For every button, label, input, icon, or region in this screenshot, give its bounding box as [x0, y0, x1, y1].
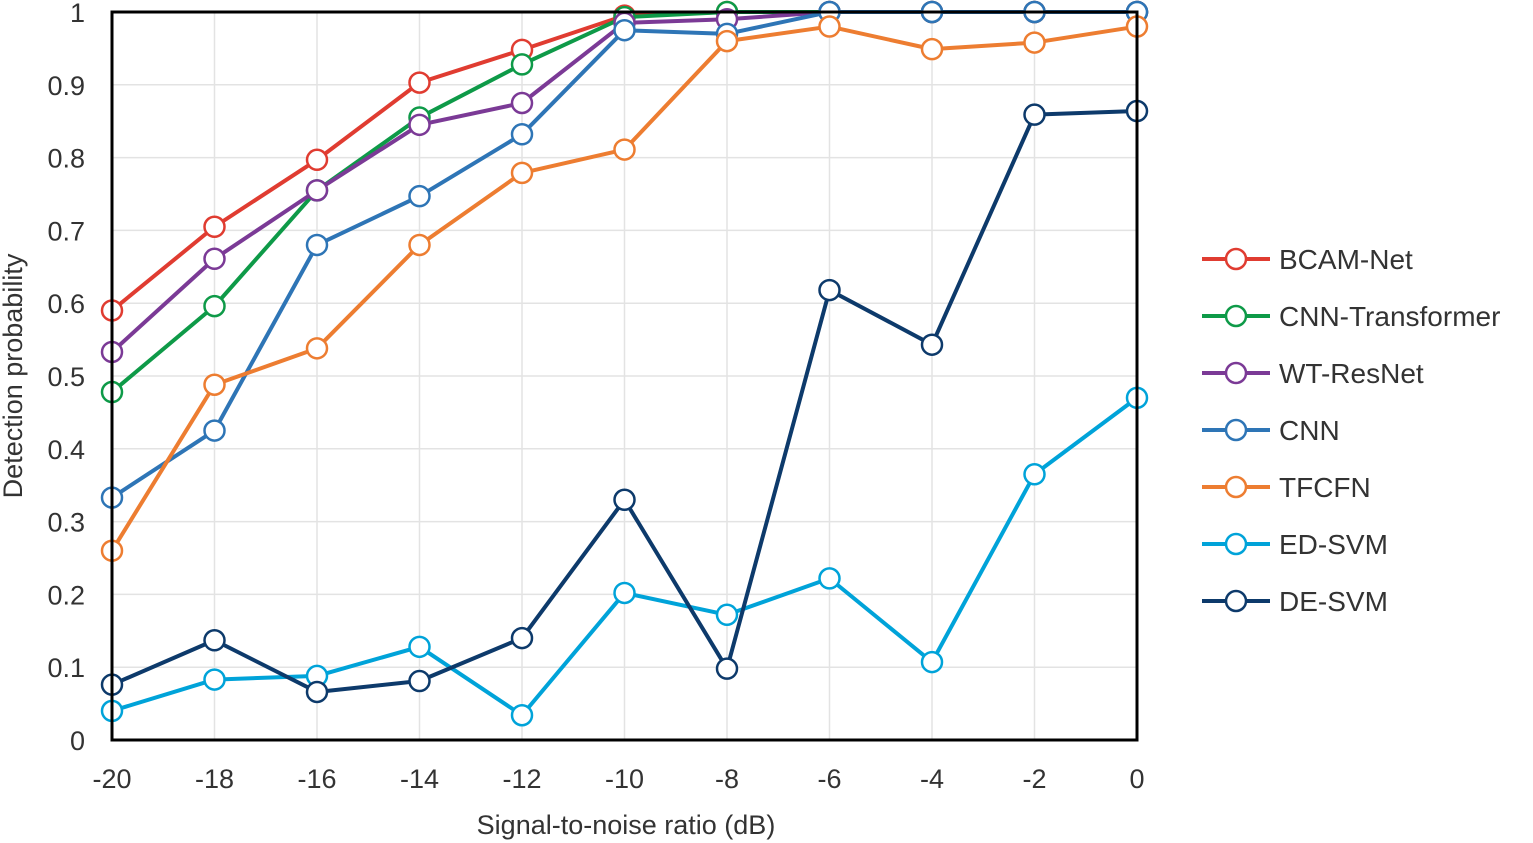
legend-marker: [1224, 304, 1248, 328]
data-point: [1023, 103, 1046, 126]
data-point: [408, 113, 431, 137]
y-tick-label: 0.1: [47, 653, 85, 683]
y-tick-label: 0.8: [47, 144, 85, 174]
y-tick-label: 0.4: [47, 435, 85, 465]
data-point: [715, 29, 739, 53]
data-point: [920, 37, 944, 61]
data-point: [408, 233, 431, 257]
data-point: [408, 635, 431, 659]
data-point: [715, 657, 739, 680]
legend-label: DE-SVM: [1279, 586, 1388, 617]
y-axis-ticks: 0 0.1 0.2 0.3 0.4 0.5 0.6 0.7 0.8 0.9 1: [47, 0, 85, 756]
data-point: [203, 668, 226, 691]
legend-marker: [1224, 247, 1248, 271]
legend-label: BCAM-Net: [1279, 244, 1413, 275]
y-tick-label: 0.5: [47, 362, 85, 392]
legend: BCAM-Net CNN-Transformer WT-ResNet CNN TFCFN…: [1202, 244, 1500, 617]
x-tick-label: -4: [920, 764, 944, 794]
data-point: [715, 603, 739, 627]
legend-item: WT-ResNet: [1202, 358, 1424, 389]
legend-item: BCAM-Net: [1202, 244, 1413, 275]
series-ed-svm: [100, 386, 1149, 727]
gridlines: [111, 11, 1138, 741]
legend-label: CNN-Transformer: [1279, 301, 1500, 332]
data-point: [818, 278, 841, 302]
data-point: [203, 294, 226, 318]
legend-marker: [1224, 532, 1248, 556]
x-tick-label: -18: [195, 764, 234, 794]
legend-item: CNN: [1202, 415, 1340, 446]
data-point: [818, 567, 841, 590]
legend-label: CNN: [1279, 415, 1340, 446]
data-point: [305, 233, 329, 257]
x-tick-label: -14: [400, 764, 439, 794]
data-point: [203, 629, 226, 652]
legend-marker: [1224, 589, 1248, 613]
x-tick-label: -8: [715, 764, 739, 794]
data-point: [1023, 31, 1046, 54]
data-point: [408, 71, 431, 94]
data-point: [305, 179, 329, 202]
data-point: [920, 650, 944, 674]
legend-label: TFCFN: [1279, 472, 1371, 503]
data-point: [510, 703, 534, 727]
data-point: [818, 15, 841, 38]
x-tick-label: -6: [817, 764, 841, 794]
data-point: [613, 488, 636, 512]
data-point: [613, 18, 636, 42]
x-tick-label: -12: [502, 764, 541, 794]
data-point: [305, 148, 329, 172]
x-axis-ticks: -20 -18 -16 -14 -12 -10 -8 -6 -4 -2 0: [92, 764, 1144, 794]
y-axis-title: Detection probability: [0, 253, 28, 498]
x-tick-label: -16: [297, 764, 336, 794]
legend-label: WT-ResNet: [1279, 358, 1424, 389]
x-tick-label: -20: [92, 764, 131, 794]
data-point: [408, 669, 431, 693]
data-point: [1023, 463, 1046, 486]
y-tick-label: 0.6: [47, 289, 85, 319]
legend-item: TFCFN: [1202, 472, 1371, 503]
x-tick-label: -10: [605, 764, 644, 794]
x-tick-label: -2: [1022, 764, 1046, 794]
data-point: [408, 184, 431, 208]
data-point: [203, 247, 226, 271]
data-point: [510, 626, 534, 650]
legend-item: DE-SVM: [1202, 586, 1388, 617]
series-de-svm: [100, 99, 1149, 704]
plot-frame: [110, 10, 1139, 742]
legend-label: ED-SVM: [1279, 529, 1388, 560]
data-point: [920, 333, 944, 356]
legend-item: ED-SVM: [1202, 529, 1388, 560]
data-point: [613, 138, 636, 161]
y-tick-label: 0.7: [47, 216, 85, 246]
data-point: [510, 53, 534, 76]
data-point: [510, 123, 534, 146]
data-point: [203, 373, 226, 396]
data-point: [305, 337, 329, 360]
legend-item: CNN-Transformer: [1202, 301, 1500, 332]
legend-marker: [1224, 475, 1248, 499]
legend-marker: [1224, 361, 1248, 385]
x-tick-label: 0: [1129, 764, 1144, 794]
legend-marker: [1224, 418, 1248, 442]
y-tick-label: 0.3: [47, 508, 85, 538]
y-tick-label: 1: [70, 0, 85, 28]
data-point: [203, 215, 226, 239]
data-point: [203, 419, 226, 442]
data-point: [510, 91, 534, 115]
y-tick-label: 0.2: [47, 580, 85, 610]
x-axis-title: Signal-to-noise ratio (dB): [477, 810, 776, 840]
series-tfcfn: [100, 15, 1149, 562]
data-point: [305, 680, 329, 704]
data-point: [613, 581, 636, 605]
y-tick-label: 0: [70, 726, 85, 756]
y-tick-label: 0.9: [47, 71, 85, 101]
data-point: [510, 161, 534, 185]
